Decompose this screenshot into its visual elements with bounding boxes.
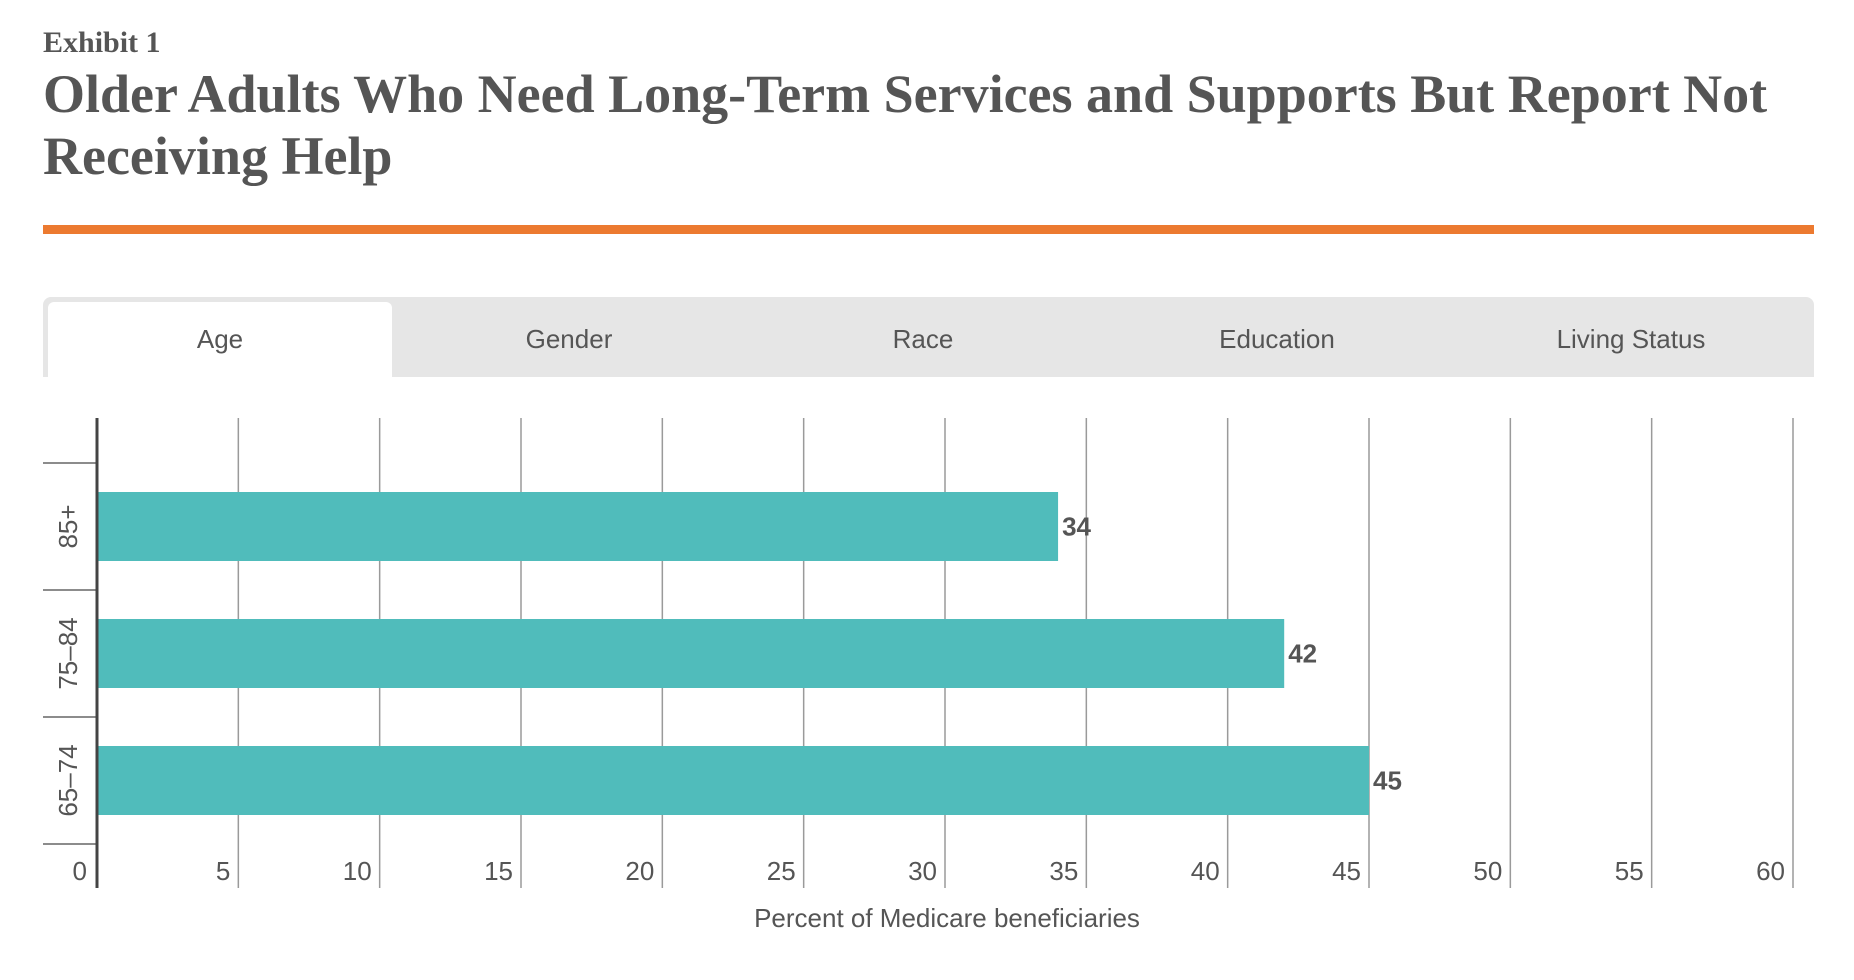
x-tick-label: 0 [73, 856, 87, 886]
x-tick-label: 10 [343, 856, 372, 886]
tab-education[interactable]: Education [1219, 324, 1335, 354]
x-tick-label: 30 [908, 856, 937, 886]
x-tick-label: 55 [1615, 856, 1644, 886]
tab-race[interactable]: Race [892, 324, 954, 354]
x-tick-label: 15 [484, 856, 513, 886]
x-tick-label: 45 [1332, 856, 1361, 886]
bar [97, 619, 1285, 688]
bar [97, 492, 1059, 561]
x-tick-label: 35 [1049, 856, 1078, 886]
x-axis-title: Percent of Medicare beneficiaries [754, 903, 1140, 933]
category-label: 75–84 [53, 617, 83, 689]
category-label: 85+ [53, 504, 83, 548]
bar [97, 746, 1369, 815]
exhibit-label: Exhibit 1 [43, 26, 161, 59]
tab-gender[interactable]: Gender [525, 324, 613, 354]
data-label: 45 [1373, 766, 1402, 796]
x-tick-label: 40 [1191, 856, 1220, 886]
chart-title: Older Adults Who Need Long-Term Services… [43, 64, 1768, 186]
category-label: 65–74 [53, 744, 83, 816]
data-label: 34 [1062, 512, 1091, 542]
title-divider [43, 225, 1814, 234]
x-tick-label: 50 [1473, 856, 1502, 886]
tab-living-status[interactable]: Living Status [1556, 324, 1706, 354]
x-tick-label: 60 [1756, 856, 1785, 886]
x-tick-label: 25 [767, 856, 796, 886]
tab-bar: Age Gender Race Education Living Status [43, 297, 1814, 377]
x-tick-label: 5 [216, 856, 230, 886]
tab-age[interactable]: Age [48, 302, 392, 377]
data-label: 42 [1288, 639, 1317, 669]
x-tick-label: 20 [625, 856, 654, 886]
